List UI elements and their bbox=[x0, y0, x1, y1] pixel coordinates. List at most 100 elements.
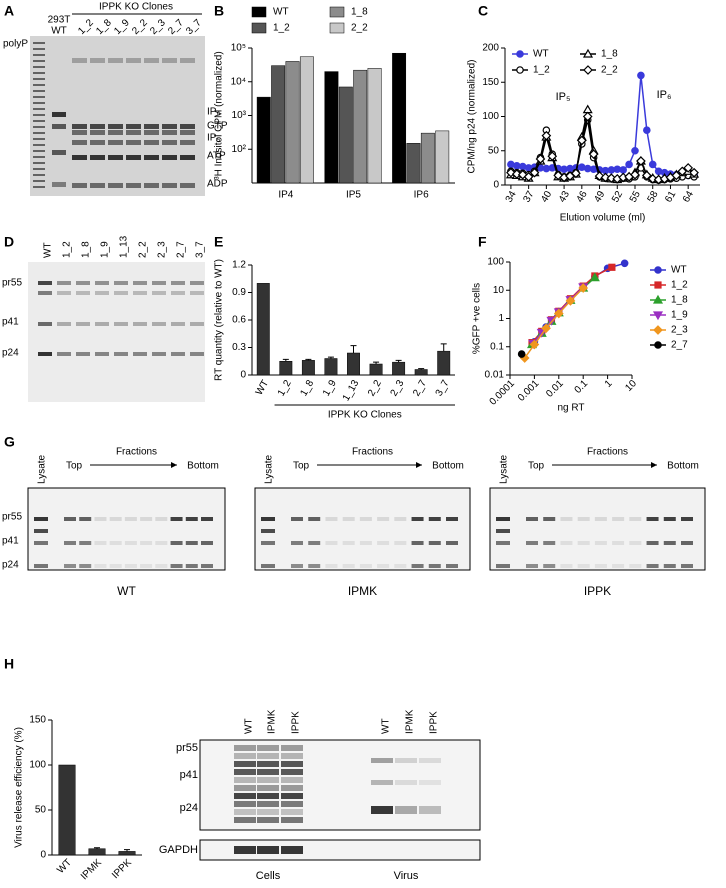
y-axis-label: Virus release efficiency (%) bbox=[14, 727, 25, 848]
error-bar bbox=[418, 368, 425, 370]
legend-marker bbox=[654, 266, 662, 274]
lane-label: 1_2 bbox=[76, 17, 96, 37]
gel-band bbox=[180, 183, 195, 188]
label: Fractions bbox=[116, 447, 157, 458]
marker-label: GAPDH bbox=[159, 844, 198, 856]
gel-band bbox=[190, 322, 204, 326]
lane-label: IPPK bbox=[291, 711, 302, 734]
label: polyP bbox=[3, 39, 28, 50]
data-point bbox=[636, 156, 646, 166]
gel-band bbox=[170, 541, 183, 545]
legend-swatch bbox=[251, 22, 267, 34]
label: Top bbox=[293, 461, 310, 472]
panel-letter: G bbox=[4, 434, 15, 450]
gel-band bbox=[109, 564, 122, 568]
lane-label: 3_7 bbox=[195, 241, 206, 258]
gel-band bbox=[126, 58, 141, 63]
x-tick-label: 0.001 bbox=[516, 378, 542, 404]
gel-band bbox=[234, 793, 256, 799]
gel-band bbox=[594, 564, 607, 568]
gel-band bbox=[52, 182, 66, 187]
gel-band bbox=[681, 564, 693, 568]
gel-band bbox=[52, 150, 66, 155]
legend-marker bbox=[654, 281, 662, 289]
gel-band bbox=[371, 806, 393, 814]
y-tick-label: 0 bbox=[240, 370, 246, 381]
gel-band bbox=[663, 541, 676, 545]
gel-band bbox=[90, 58, 105, 63]
gel-band bbox=[72, 155, 87, 160]
gel-band bbox=[33, 120, 45, 122]
gel-band bbox=[308, 564, 321, 568]
y-tick-label: 1.2 bbox=[232, 260, 246, 271]
panel-letter: C bbox=[478, 3, 488, 19]
gel-band bbox=[428, 541, 441, 545]
gel-band bbox=[325, 541, 338, 545]
lane-label: 1_13 bbox=[119, 235, 130, 258]
gel-band bbox=[359, 541, 372, 545]
label: Bottom bbox=[187, 461, 219, 472]
gel-band bbox=[162, 58, 177, 63]
gel-band bbox=[33, 174, 45, 176]
gel-band bbox=[646, 564, 659, 568]
gel-band bbox=[57, 291, 71, 295]
gel-band bbox=[234, 817, 256, 823]
error-bar bbox=[282, 358, 289, 362]
bar bbox=[347, 352, 360, 376]
gel-band bbox=[126, 155, 141, 160]
gel-band bbox=[95, 281, 109, 285]
y-tick-label: 10² bbox=[232, 144, 247, 155]
gel-band bbox=[33, 72, 45, 74]
gel-band bbox=[411, 517, 424, 521]
gel-band bbox=[560, 541, 573, 545]
gel-band bbox=[281, 785, 303, 791]
gel-band bbox=[496, 529, 510, 533]
gel-band bbox=[155, 564, 168, 568]
gel-band bbox=[395, 806, 417, 814]
lane-label: 2_3 bbox=[148, 17, 168, 37]
gel-band bbox=[124, 564, 137, 568]
gel-band bbox=[325, 517, 338, 521]
marker-label: GTP bbox=[207, 121, 228, 132]
x-tick-label: 52 bbox=[610, 189, 625, 205]
gel-band bbox=[126, 183, 141, 188]
lane-label: 2_3 bbox=[157, 241, 168, 258]
x-tick-label: 2_3 bbox=[389, 378, 407, 398]
lane-label: IPMK bbox=[405, 709, 416, 734]
gel-band bbox=[124, 517, 137, 521]
y-tick-label: 100 bbox=[487, 257, 504, 268]
y-axis-label: RT quantity (relative to WT) bbox=[214, 259, 225, 381]
gel-border bbox=[27, 487, 226, 571]
gel-band bbox=[281, 809, 303, 815]
error-bar bbox=[440, 343, 447, 352]
gel-caption: Cells bbox=[256, 870, 281, 882]
gel-band bbox=[395, 758, 417, 763]
gel-band bbox=[257, 785, 279, 791]
data-point bbox=[535, 154, 546, 164]
gel-band bbox=[64, 541, 76, 545]
marker-label: p24 bbox=[2, 560, 19, 571]
y-axis-label: ³H Inositol CPM (normalized) bbox=[214, 51, 225, 179]
bar bbox=[118, 851, 136, 856]
gel-band bbox=[180, 130, 195, 135]
error-bar bbox=[373, 361, 380, 364]
gel-band bbox=[33, 180, 45, 182]
gel-band bbox=[79, 517, 92, 521]
marker-label: p41 bbox=[2, 317, 19, 328]
gel-band bbox=[33, 90, 45, 92]
arrow-head bbox=[171, 462, 177, 468]
gel-band bbox=[124, 541, 137, 545]
gel-band bbox=[33, 54, 45, 56]
x-tick-label: 1_8 bbox=[298, 378, 316, 398]
gel-band bbox=[180, 58, 195, 63]
marker-label: ATP bbox=[207, 151, 226, 162]
gel bbox=[490, 488, 705, 570]
gel-band bbox=[64, 517, 76, 521]
gel-band bbox=[108, 140, 123, 145]
x-tick-label: 34 bbox=[504, 189, 519, 205]
gel-band bbox=[261, 517, 275, 521]
gel-band bbox=[76, 322, 90, 326]
gel-band bbox=[257, 809, 279, 815]
gel-band bbox=[261, 529, 275, 533]
y-tick-label: 50 bbox=[35, 805, 47, 816]
